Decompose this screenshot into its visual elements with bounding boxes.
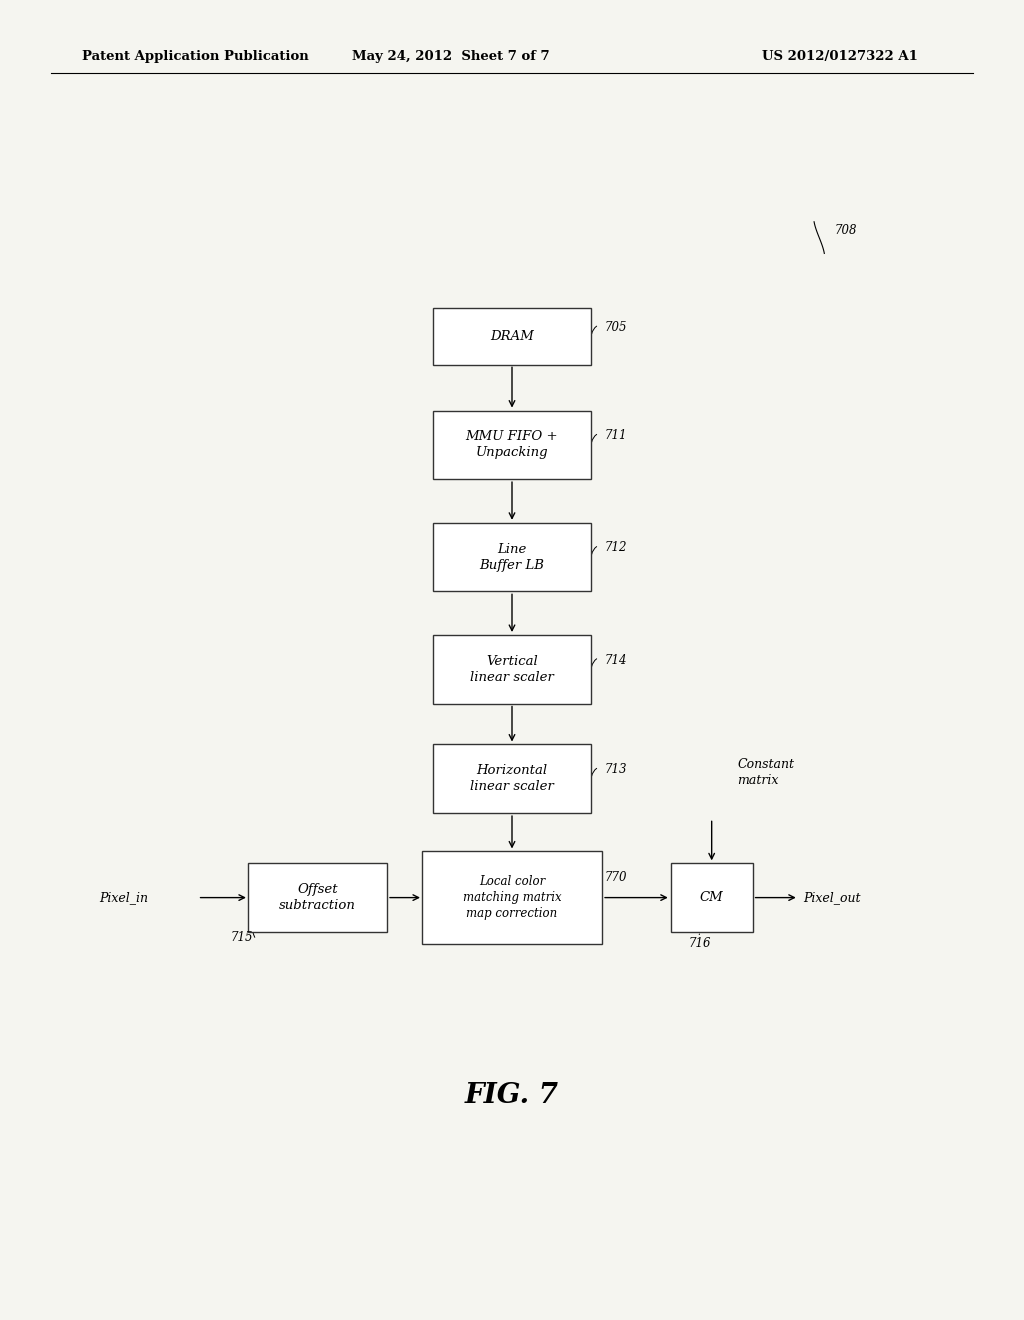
- Bar: [432, 523, 592, 591]
- Text: US 2012/0127322 A1: US 2012/0127322 A1: [762, 50, 918, 63]
- Bar: [432, 635, 592, 704]
- Bar: [671, 863, 753, 932]
- Text: Line
Buffer LB: Line Buffer LB: [479, 543, 545, 572]
- Text: 705: 705: [604, 321, 627, 334]
- Bar: [432, 411, 592, 479]
- Text: 716: 716: [688, 937, 711, 950]
- Text: May 24, 2012  Sheet 7 of 7: May 24, 2012 Sheet 7 of 7: [352, 50, 549, 63]
- Text: Patent Application Publication: Patent Application Publication: [82, 50, 308, 63]
- Text: Pixel_out: Pixel_out: [803, 891, 860, 904]
- Text: 708: 708: [835, 224, 857, 238]
- Bar: [422, 851, 601, 944]
- Bar: [248, 863, 387, 932]
- Text: 713: 713: [604, 763, 627, 776]
- Text: 711: 711: [604, 429, 627, 442]
- Text: 715: 715: [230, 931, 253, 944]
- Bar: [432, 308, 592, 364]
- Text: 712: 712: [604, 541, 627, 554]
- Text: MMU FIFO +
Unpacking: MMU FIFO + Unpacking: [466, 430, 558, 459]
- Text: FIG. 7: FIG. 7: [465, 1082, 559, 1109]
- Text: Local color
matching matrix
map correction: Local color matching matrix map correcti…: [463, 875, 561, 920]
- Text: Horizontal
linear scaler: Horizontal linear scaler: [470, 764, 554, 793]
- Text: DRAM: DRAM: [490, 330, 534, 343]
- Text: CM: CM: [699, 891, 724, 904]
- Text: 714: 714: [604, 653, 627, 667]
- Text: 770: 770: [604, 871, 627, 884]
- Text: Pixel_in: Pixel_in: [99, 891, 148, 904]
- Text: Offset
subtraction: Offset subtraction: [279, 883, 356, 912]
- Bar: [432, 744, 592, 813]
- Text: Constant
matrix: Constant matrix: [737, 758, 795, 787]
- Text: Vertical
linear scaler: Vertical linear scaler: [470, 655, 554, 684]
